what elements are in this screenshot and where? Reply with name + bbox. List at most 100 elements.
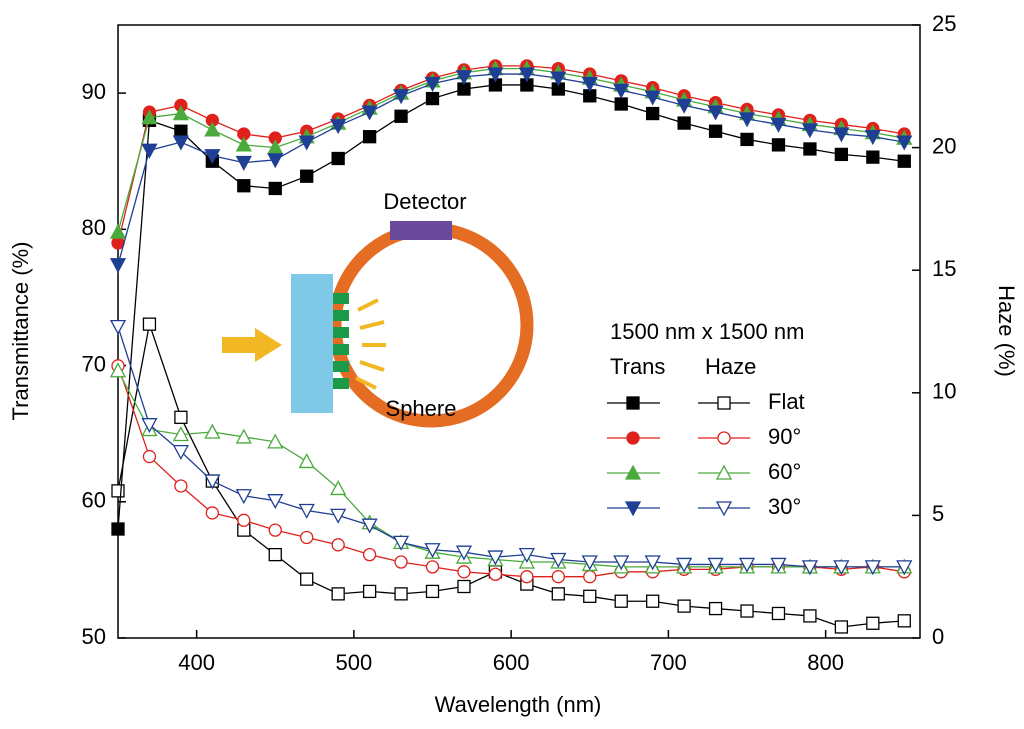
- marker: [583, 570, 597, 584]
- marker: [581, 76, 598, 92]
- legend-label: 60°: [768, 459, 801, 484]
- marker: [833, 560, 850, 576]
- marker: [298, 503, 315, 519]
- marker: [613, 555, 630, 571]
- marker: [550, 71, 567, 87]
- marker: [613, 83, 630, 99]
- marker: [174, 410, 188, 424]
- legend-label: 30°: [768, 494, 801, 519]
- marker: [457, 565, 471, 579]
- legend-marker: [624, 464, 642, 480]
- marker: [803, 609, 817, 623]
- trans-line: [117, 67, 905, 233]
- annotation: Detector: [383, 189, 466, 214]
- marker: [738, 112, 756, 128]
- inset-diagram: Detector Sphere: [222, 189, 534, 428]
- marker: [614, 594, 628, 608]
- y-tick-label: 70: [82, 351, 106, 376]
- x-axis-label: Wavelength (nm): [435, 692, 602, 717]
- marker: [141, 418, 158, 434]
- marker: [551, 587, 565, 601]
- marker: [267, 494, 284, 510]
- y2-tick-label: 5: [932, 501, 944, 526]
- y-tick-label: 80: [82, 215, 106, 240]
- marker: [392, 535, 410, 551]
- marker: [770, 557, 787, 573]
- x-tick-label: 800: [807, 650, 844, 675]
- marker: [362, 584, 377, 599]
- marker: [866, 150, 880, 164]
- marker: [267, 433, 284, 449]
- marker: [331, 587, 345, 601]
- marker: [488, 567, 503, 581]
- marker: [268, 181, 282, 196]
- marker: [204, 474, 221, 490]
- marker: [583, 589, 597, 603]
- marker: [298, 135, 315, 151]
- marker: [457, 579, 471, 594]
- marker: [300, 169, 314, 183]
- marker: [646, 106, 660, 121]
- marker: [109, 258, 127, 274]
- marker: [550, 552, 567, 568]
- y2-tick-label: 15: [932, 256, 956, 281]
- marker: [204, 423, 221, 439]
- marker: [394, 587, 408, 601]
- marker: [677, 116, 691, 130]
- marker: [644, 90, 661, 106]
- marker: [896, 135, 913, 151]
- marker: [268, 547, 282, 562]
- marker: [708, 124, 723, 138]
- y-axis-label: Transmittance (%): [8, 242, 33, 421]
- marker: [424, 76, 441, 92]
- marker: [801, 123, 819, 139]
- legend-label: Flat: [768, 389, 805, 414]
- marker: [803, 142, 817, 156]
- marker: [771, 138, 786, 152]
- marker: [392, 89, 410, 105]
- marker: [109, 223, 127, 239]
- marker: [142, 449, 157, 464]
- marker: [834, 620, 849, 634]
- marker: [864, 130, 881, 146]
- marker: [614, 97, 628, 111]
- marker: [268, 523, 282, 537]
- haze-line: [117, 326, 905, 568]
- nanostructure: [333, 293, 349, 389]
- marker: [425, 560, 440, 574]
- marker: [172, 105, 189, 121]
- marker: [425, 91, 440, 106]
- marker: [455, 70, 473, 86]
- marker: [897, 614, 911, 628]
- y2-axis-label: Haze (%): [994, 285, 1019, 377]
- y-tick-label: 90: [82, 79, 106, 104]
- marker: [205, 506, 220, 520]
- marker: [172, 426, 189, 442]
- marker: [331, 151, 345, 166]
- marker: [581, 555, 598, 571]
- marker: [362, 130, 377, 144]
- incident-arrow: [222, 328, 282, 362]
- legend-title: 1500 nm x 1500 nm: [610, 319, 804, 344]
- legend-marker: [717, 431, 731, 445]
- marker: [330, 508, 347, 524]
- legend-marker: [624, 501, 642, 517]
- marker: [204, 149, 221, 165]
- marker: [237, 513, 251, 527]
- marker: [676, 557, 693, 573]
- marker: [864, 560, 881, 576]
- marker: [801, 560, 819, 576]
- marker: [204, 121, 221, 137]
- y2-tick-label: 20: [932, 133, 956, 158]
- legend-marker: [626, 396, 640, 410]
- marker: [109, 362, 127, 378]
- marker: [708, 601, 723, 616]
- marker: [520, 570, 534, 584]
- x-tick-label: 500: [336, 650, 373, 675]
- y2-tick-label: 10: [932, 379, 956, 404]
- marker: [361, 105, 378, 121]
- marker: [646, 594, 660, 608]
- marker: [740, 132, 754, 147]
- marker: [455, 545, 473, 561]
